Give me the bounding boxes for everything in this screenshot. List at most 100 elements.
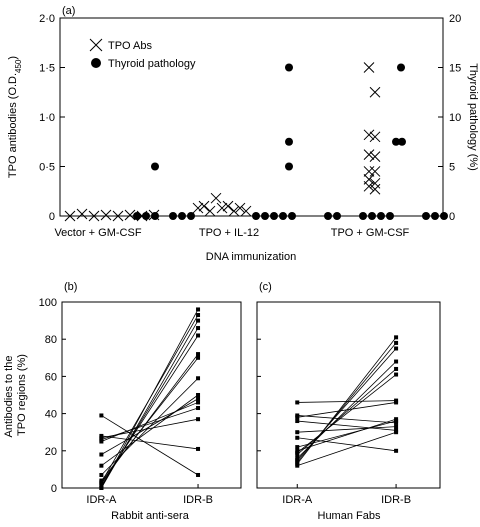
- thyroid-pathology-marker: [187, 212, 195, 220]
- right-tick-label: 0: [449, 211, 455, 223]
- thyroid-pathology-marker: [431, 212, 439, 220]
- panel-a-xlabel: DNA immunization: [206, 251, 296, 263]
- category-label: IDR-B: [183, 494, 213, 506]
- category-label: Vector + GM-CSF: [54, 227, 141, 239]
- tpo-abs-marker: [363, 129, 375, 141]
- panel-c: IDR-A IDR-B: [256, 301, 441, 506]
- tpo-abs-marker: [100, 209, 112, 221]
- thyroid-pathology-marker: [151, 162, 159, 171]
- panel-b-ylabel: Antibodies to the TPO regions (%): [3, 352, 28, 437]
- panel-b: 0 20 40 60 80 100 IDR-A IDR-B: [39, 297, 242, 506]
- idr-b-point: [394, 366, 399, 371]
- panel-a-right-ticks: 0 5 10 15 20: [438, 13, 461, 223]
- idr-b-point: [394, 340, 399, 345]
- y-tick-label: 40: [45, 409, 57, 421]
- idr-a-point: [295, 430, 300, 435]
- thyroid-pathology-marker: [279, 212, 287, 220]
- idr-b-point: [196, 396, 201, 401]
- pair-line: [296, 368, 397, 455]
- panel-b-xlabel: Rabbit anti-sera: [111, 510, 190, 522]
- idr-b-point: [196, 446, 201, 451]
- thyroid-pathology-marker: [422, 212, 430, 220]
- idr-a-point: [295, 463, 300, 468]
- tpo-abs-marker: [369, 177, 381, 189]
- idr-b-point: [196, 318, 201, 323]
- tpo-abs-marker: [369, 151, 381, 162]
- idr-a-point: [295, 400, 300, 405]
- idr-a-point: [295, 445, 300, 450]
- thyroid-pathology-marker: [178, 212, 186, 220]
- panel-a-marks: [64, 62, 448, 222]
- tpo-abs-marker: [210, 192, 222, 204]
- left-tick-label: 0·5: [39, 162, 55, 174]
- panel-c-label: (c): [259, 281, 272, 293]
- panel-b-marks: [99, 307, 201, 490]
- idr-a-point: [99, 486, 104, 490]
- pair-line: [101, 353, 199, 483]
- tpo-abs-marker: [88, 210, 100, 222]
- tpo-abs-marker: [222, 200, 234, 212]
- y-tick-label: 60: [45, 371, 57, 383]
- category-label: IDR-A: [86, 494, 117, 506]
- pair-line: [101, 407, 199, 441]
- left-tick-label: 1·0: [39, 112, 55, 124]
- thyroid-pathology-marker: [285, 63, 293, 72]
- pair-line: [297, 431, 397, 467]
- panel-b-y-ticks: 0 20 40 60 80 100: [39, 297, 66, 495]
- panel-a-right-ylabel: Thyroid pathology (%): [467, 63, 479, 171]
- thyroid-pathology-marker: [397, 63, 405, 72]
- left-tick-label: 2·0: [39, 13, 55, 25]
- pair-line: [297, 415, 397, 424]
- idr-b-point: [196, 326, 201, 331]
- tpo-abs-marker: [64, 210, 76, 222]
- y-tick-label: 100: [39, 297, 57, 309]
- panel-a-left-ticks: 0 0·5 1·0 1·5 2·0: [39, 13, 65, 223]
- idr-b-point: [394, 400, 399, 405]
- pair-line: [101, 320, 199, 489]
- pair-line: [101, 394, 199, 467]
- tpo-abs-marker: [234, 202, 246, 214]
- panel-a: 0 0·5 1·0 1·5 2·0 0 5 10 15 20 Vector + GM-CSF TP…: [39, 13, 461, 239]
- pair-line: [101, 415, 199, 476]
- thyroid-pathology-marker: [377, 212, 385, 220]
- idr-b-point: [196, 352, 201, 357]
- idr-a-point: [295, 452, 300, 457]
- idr-b-point: [394, 372, 399, 377]
- pair-line: [297, 426, 397, 433]
- idr-b-point: [196, 355, 201, 360]
- thyroid-pathology-marker: [252, 212, 260, 220]
- idr-a-point: [295, 435, 300, 440]
- tpo-abs-marker: [198, 200, 210, 212]
- idr-a-point: [295, 419, 300, 424]
- idr-b-point: [196, 313, 201, 318]
- thyroid-pathology-marker: [169, 212, 177, 220]
- idr-b-point: [196, 333, 201, 338]
- thyroid-pathology-marker: [386, 212, 394, 220]
- tpo-abs-marker: [369, 131, 381, 143]
- idr-b-point: [394, 448, 399, 453]
- panel-b-label: (b): [64, 281, 77, 293]
- panel-c-y-ticks: [257, 301, 261, 489]
- idr-a-point: [99, 439, 104, 444]
- tpo-abs-marker: [240, 205, 252, 217]
- panel-a-left-ylabel: TPO antibodies (O.D.450): [7, 56, 23, 178]
- left-tick-label: 1·5: [39, 63, 55, 75]
- idr-b-point: [196, 400, 201, 405]
- idr-b-point: [196, 417, 201, 422]
- panel-a-label: (a): [62, 5, 75, 17]
- panel-c-xlabel: Human Fabs: [318, 510, 381, 522]
- idr-a-point: [99, 452, 104, 457]
- tpo-abs-marker: [363, 180, 375, 192]
- idr-a-point: [99, 472, 104, 477]
- category-label: IDR-B: [381, 494, 411, 506]
- thyroid-pathology-marker: [142, 212, 150, 220]
- thyroid-pathology-marker: [392, 137, 400, 146]
- thyroid-pathology-marker: [324, 212, 332, 220]
- idr-b-point: [196, 406, 201, 411]
- idr-b-point: [394, 430, 399, 435]
- pair-line: [297, 420, 397, 431]
- thyroid-pathology-marker: [440, 212, 448, 220]
- idr-a-point: [295, 415, 300, 420]
- panel-a-ylabel-subscript: 450: [14, 59, 23, 73]
